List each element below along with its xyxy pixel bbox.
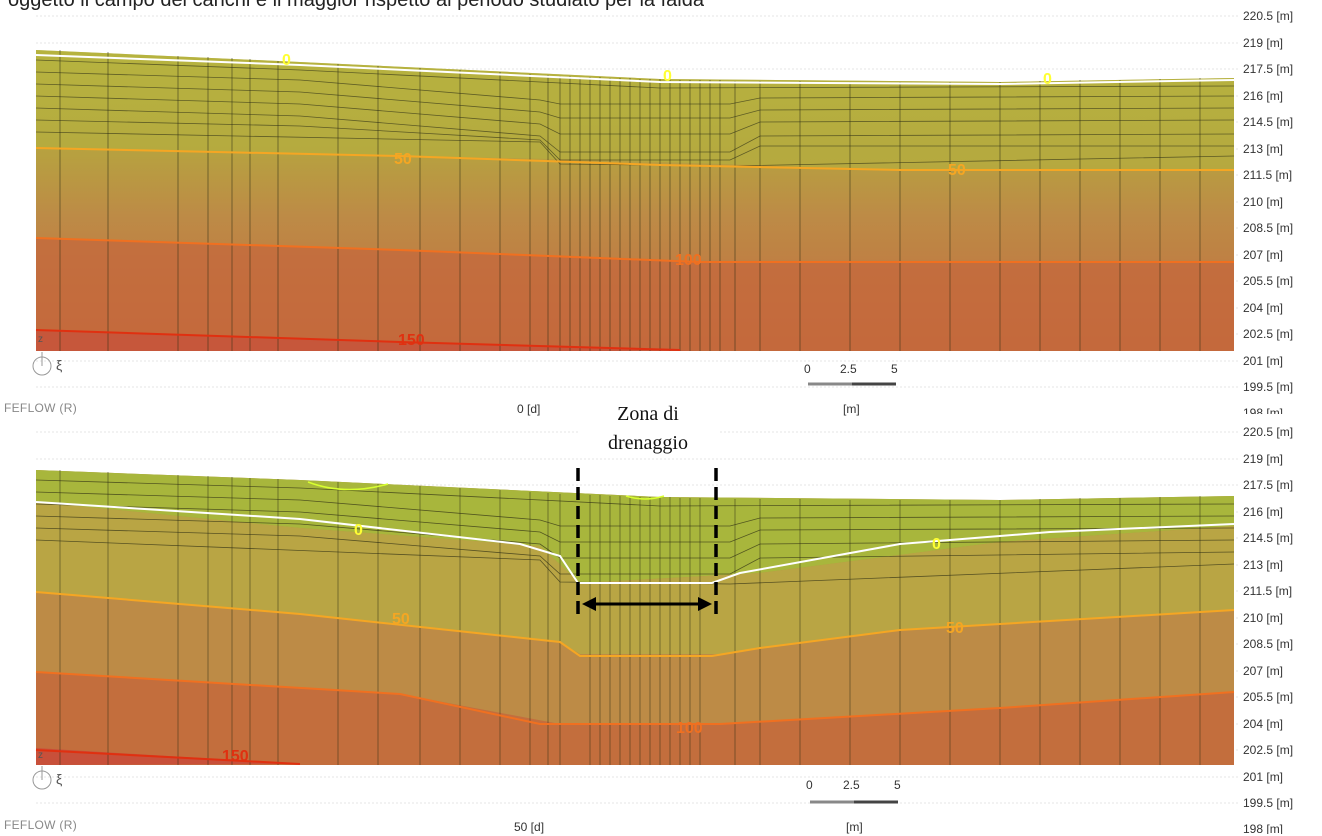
view-2-scalebar-5: 5 [894,778,901,792]
view-2-contour-100 [35,671,1235,725]
view-2-green-bubble-left [307,481,389,491]
axis-tick: 207 [m] [1243,664,1284,678]
view-1-scalebar-0: 0 [804,362,811,376]
view-1-contour-100 [35,237,1234,263]
view-2-contour-label-150: 150 [222,748,249,765]
axis-tick: 198 [m] [1243,406,1284,414]
axis-tick: 198 [m] [1243,822,1284,834]
cross-section-view-2: 0 0 50 50 100 150 z ξ 0 2.5 5 FEFLOW (R)… [0,418,1322,836]
axis-tick: 210 [m] [1243,195,1284,209]
axis-tick: 213 [m] [1243,142,1284,156]
axis-tick: 213 [m] [1243,558,1284,572]
drainage-zone-label: Zona di drenaggio [578,400,718,458]
axis-tick: 201 [m] [1243,354,1284,368]
view-1-contour-label-0a: 0 [282,52,291,69]
view-1-mesh-vertical [59,50,1201,351]
axis-tick: 217.5 [m] [1243,62,1294,76]
axis-tick: 205.5 [m] [1243,690,1294,704]
view-1-unit-label: [m] [843,402,860,416]
axis-tick: 202.5 [m] [1243,743,1294,757]
view-2-unsat-zone [36,470,1234,583]
view-1-contour-label-0b: 0 [663,68,672,85]
drainage-zone-markers [576,468,718,614]
axis-tick: 204 [m] [1243,717,1284,731]
view-2-contour-label-0a: 0 [354,522,363,539]
view-2-green-bubble-center [625,495,665,500]
view-1-contour-label-50b: 50 [948,162,966,179]
view-2-water-table-line [35,501,1235,584]
view-1-contour-150 [35,329,681,351]
view-1-contour-label-50a: 50 [394,151,412,168]
axis-tick: 214.5 [m] [1243,531,1294,545]
axis-tick: 214.5 [m] [1243,115,1294,129]
axis-tick: 211.5 [m] [1243,168,1293,182]
view-2-canvas [32,431,1238,804]
view-2-deep-zone [36,672,1234,765]
view-1-bottom-zone [36,330,700,351]
axis-tick: 220.5 [m] [1243,425,1294,439]
view-1-axis-xi-label: ξ [56,357,63,373]
cross-section-view-1: 0 0 0 50 50 100 150 z ξ 0 2.5 5 FEFLOW (… [4,15,1238,416]
view-1-scalebar-2-5: 2.5 [840,362,857,376]
view-2-contour-50 [35,591,1235,657]
view-2-contour-150 [35,749,301,765]
view-1-scalebar-5: 5 [891,362,898,376]
drainage-zone-label-line1: Zona di [617,403,679,425]
view-2-scalebar-2-5: 2.5 [843,778,860,792]
view-2-scalebar-0: 0 [806,778,813,792]
view-1-contour-label-0c: 0 [1043,71,1052,88]
view-2-axis-z-label: z [38,750,43,761]
view-2-contour-label-0b: 0 [932,536,941,553]
view-2-contour-label-100: 100 [676,720,703,737]
view-2-sat-upper-zone [36,502,1234,654]
axis-tick: 204 [m] [1243,301,1284,315]
view-1-feflow-brand: FEFLOW (R) [4,401,77,415]
view-1-contour-50 [35,147,1234,171]
view-2-contour-label-50a: 50 [392,611,410,628]
axis-tick: 201 [m] [1243,770,1284,784]
axis-tick: 216 [m] [1243,89,1284,103]
view-1-deep-zone [36,238,1234,351]
axis-tick: 220.5 [m] [1243,9,1294,23]
view-2-axis-xi-label: ξ [56,771,63,787]
view-1-contour-label-100: 100 [675,252,702,269]
axis-tick: 211.5 [m] [1243,584,1293,598]
header-text: oggetto il campo dei carichi e il maggio… [8,0,704,11]
view-2-time-label: 50 [d] [514,820,545,834]
view-1-contour-label-150: 150 [398,332,425,349]
axis-tick: 216 [m] [1243,505,1284,519]
axis-tick: 210 [m] [1243,611,1284,625]
axis-tick: 199.5 [m] [1243,796,1294,810]
axis-tick: 207 [m] [1243,248,1284,262]
axis-tick: 217.5 [m] [1243,478,1294,492]
view-1-unsat-zone [36,50,1234,170]
view-2-unit-label: [m] [846,820,863,834]
axis-tick: 208.5 [m] [1243,221,1294,235]
view-2-contour-label-50b: 50 [946,620,964,637]
view-1-water-table-line [35,54,1235,86]
drainage-zone-arrow [582,597,712,611]
axis-tick: 219 [m] [1243,36,1284,50]
axis-tick: 208.5 [m] [1243,637,1294,651]
axis-tick: 199.5 [m] [1243,380,1294,394]
view-1-time-label: 0 [d] [517,402,541,416]
axis-tick: 205.5 [m] [1243,274,1294,288]
drainage-zone-label-line2: drenaggio [608,432,688,454]
view-2-feflow-brand: FEFLOW (R) [4,818,77,832]
view-2-mesh-vertical [59,470,1201,765]
axis-tick: 219 [m] [1243,452,1284,466]
view-1-canvas [32,15,1238,388]
view-1-axis-z-label: z [38,334,43,345]
axis-tick: 202.5 [m] [1243,327,1294,341]
